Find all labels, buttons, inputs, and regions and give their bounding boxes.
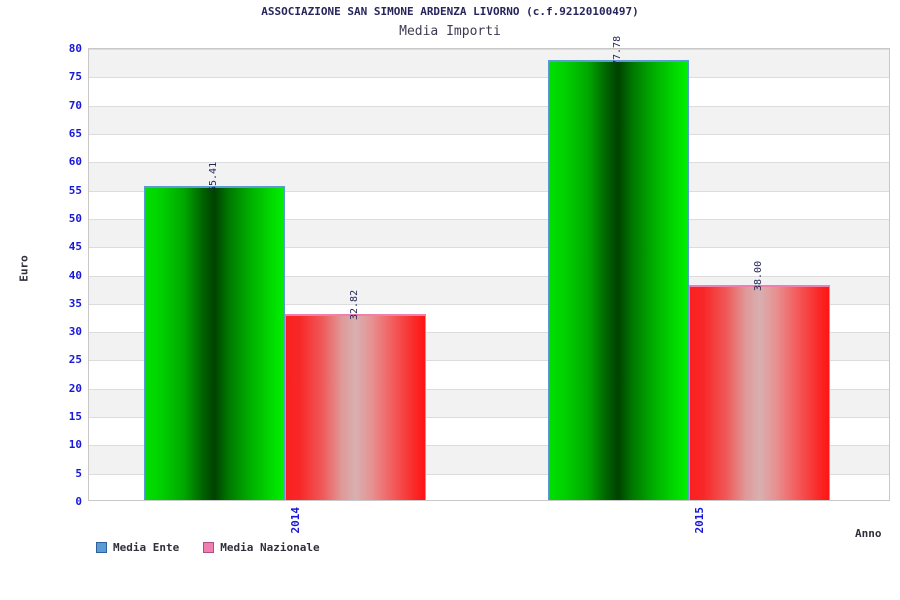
grid-band (89, 162, 889, 191)
y-tick-label: 30 (68, 325, 82, 339)
x-tick-label-2014: 2014 (289, 507, 302, 534)
gridline (89, 473, 889, 475)
y-tick-label: 50 (68, 211, 82, 225)
legend-entry-media-nazionale[interactable]: Media Nazionale (203, 541, 320, 554)
y-tick-label: 0 (75, 495, 82, 508)
y-tick-label: 35 (68, 296, 82, 310)
x-axis-label: Anno (855, 527, 882, 540)
chart-subtitle: Media Importi (399, 24, 501, 39)
y-tick-label: 10 (68, 438, 82, 452)
y-tick-label: 5 (75, 466, 82, 480)
gridline (89, 332, 889, 334)
gridline (89, 275, 889, 277)
gridline (89, 303, 889, 305)
gridline (89, 247, 889, 249)
bar-value-label: 38.00 (752, 260, 764, 291)
y-tick-label: 70 (68, 98, 82, 112)
legend-label: Media Nazionale (220, 541, 320, 554)
bar-value-label: 77.78 (611, 35, 623, 66)
chart-title: ASSOCIAZIONE SAN SIMONE ARDENZA LIVORNO … (261, 5, 639, 18)
grid-band (89, 49, 889, 78)
grid-band (89, 105, 889, 134)
bar-media-nazionale-2015[interactable] (689, 284, 830, 500)
legend-swatch-icon (96, 542, 107, 553)
gridline (89, 445, 889, 447)
plot-area (88, 48, 890, 501)
gridline (89, 105, 889, 107)
y-tick-label: 20 (68, 381, 82, 395)
y-tick-label: 80 (68, 42, 82, 55)
x-tick-label-2015: 2015 (693, 507, 706, 534)
bar-media-ente-2014[interactable] (144, 186, 285, 500)
chart-legend: Media Ente Media Nazionale (96, 541, 334, 554)
gridline (89, 77, 889, 79)
gridline (89, 417, 889, 419)
bar-value-label: 55.41 (207, 162, 219, 193)
y-tick-label: 65 (68, 126, 82, 140)
legend-label: Media Ente (113, 541, 180, 554)
gridline (89, 49, 889, 50)
y-axis-label: Euro (17, 255, 31, 282)
y-tick-label: 45 (68, 240, 82, 254)
legend-swatch-icon (203, 542, 215, 553)
y-axis-ticks: 80 75 70 65 60 55 50 45 40 35 30 25 20 15 10 5 0 (44, 43, 82, 507)
y-tick-label: 25 (68, 353, 82, 367)
gridline (89, 133, 889, 135)
y-tick-label: 60 (68, 155, 82, 169)
y-tick-label: 55 (68, 183, 82, 197)
gridline (89, 218, 889, 220)
gridline (89, 360, 889, 362)
bar-value-label: 32.82 (348, 290, 360, 321)
y-tick-label: 75 (68, 70, 82, 84)
gridline (89, 162, 889, 164)
gridline (89, 388, 889, 390)
y-tick-label: 15 (68, 410, 82, 424)
bar-media-ente-2015[interactable] (548, 59, 689, 500)
y-tick-label: 40 (68, 268, 82, 282)
bar-media-nazionale-2014[interactable] (285, 314, 426, 500)
legend-entry-media-ente[interactable]: Media Ente (96, 541, 179, 554)
gridline (89, 190, 889, 192)
